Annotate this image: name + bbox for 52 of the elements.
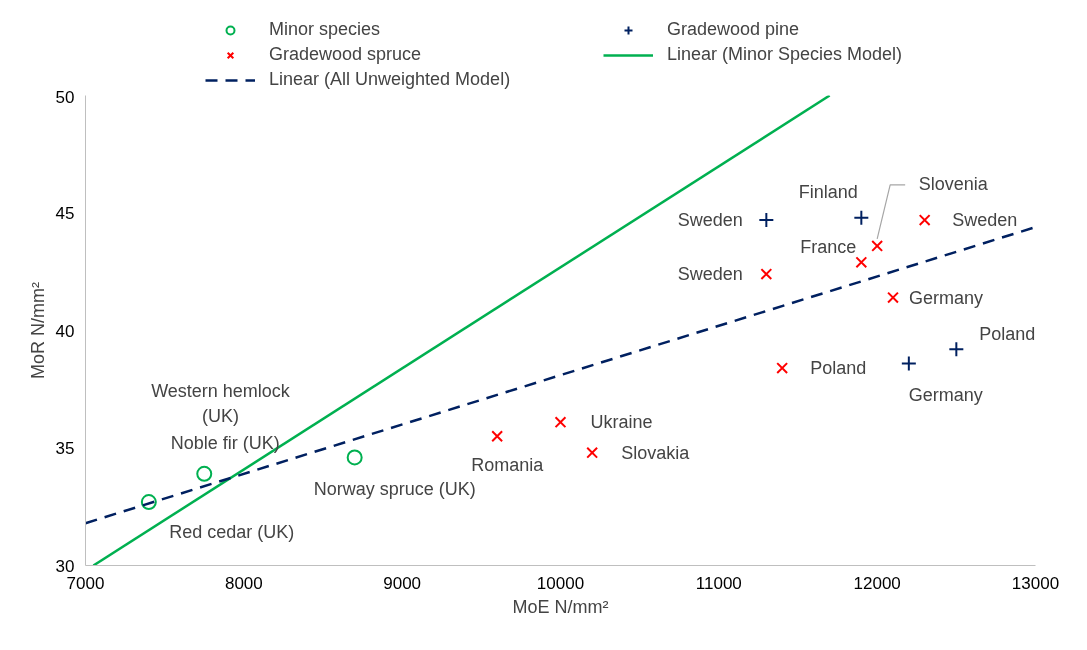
point	[758, 212, 775, 229]
x-tick-label: 9000	[383, 573, 422, 593]
legend-label: Linear (All Unweighted Model)	[269, 69, 512, 90]
annotation: France	[800, 237, 857, 258]
point	[776, 362, 789, 375]
point	[346, 449, 363, 466]
annotation: Sweden	[677, 264, 743, 285]
point	[855, 256, 868, 269]
y-axis-title: MoR N/mm²	[27, 281, 48, 379]
point	[586, 446, 599, 459]
annotation: Ukraine	[590, 412, 653, 433]
y-tick-label: 35	[55, 439, 75, 458]
x-axis-title: MoE N/mm²	[512, 596, 609, 617]
point	[196, 465, 213, 482]
point	[948, 341, 965, 358]
point	[491, 430, 504, 443]
point	[918, 214, 931, 226]
y-tick-label: 45	[55, 204, 75, 223]
x-tick-label: 7000	[66, 573, 105, 593]
annotation: Germany	[908, 385, 983, 406]
y-tick-label: 50	[55, 87, 75, 107]
x-tick-label: 12000	[853, 573, 901, 593]
annotation: Germany	[908, 287, 984, 308]
point	[887, 291, 899, 304]
annotation: Finland	[798, 181, 858, 202]
annotation: Sweden	[677, 210, 743, 231]
y-tick-label: 40	[55, 321, 75, 341]
annotation: Slovakia	[621, 442, 691, 463]
annotation: Norway spruce (UK)	[313, 479, 476, 500]
annotation: Poland	[810, 358, 867, 379]
legend-label: Minor species	[269, 19, 382, 40]
legend-label: Gradewood spruce	[269, 44, 423, 65]
point	[900, 355, 917, 372]
point	[871, 239, 884, 252]
annotation: Noble fir (UK)	[170, 432, 280, 453]
x-tick-label: 10000	[536, 573, 585, 593]
legend-label: Gradewood pine	[667, 19, 801, 40]
legend-label: Linear (Minor Species Model)	[667, 44, 904, 65]
annotation: Poland	[979, 324, 1036, 345]
annotation: Red cedar (UK)	[169, 522, 295, 543]
point	[554, 416, 567, 429]
x-tick-label: 11000	[695, 573, 742, 593]
y-tick-label: 30	[55, 556, 75, 576]
annotation: Sweden	[952, 210, 1018, 231]
point	[853, 209, 870, 226]
point	[760, 268, 773, 281]
annotation: Slovenia	[918, 173, 989, 194]
x-tick-label: 8000	[224, 573, 263, 593]
x-tick-label: 13000	[1011, 573, 1060, 593]
point	[140, 494, 157, 511]
annotation: Romania	[471, 455, 545, 476]
annotation: Western hemlock (UK)	[151, 380, 291, 426]
